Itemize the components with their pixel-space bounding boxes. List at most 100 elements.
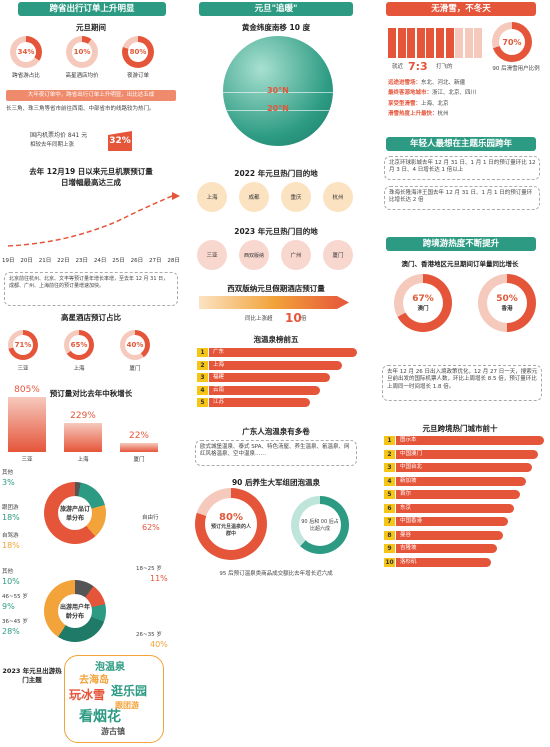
ring-shanghai-label: 上海: [73, 366, 85, 372]
dest2023-xiamen: 厦门: [323, 240, 353, 270]
date-tick: 24日: [93, 258, 107, 264]
rank-bar: 首尔: [396, 490, 521, 499]
airfare-price: 国内机票均价 841 元: [30, 132, 88, 139]
ratio-post: 打飞的: [436, 64, 453, 70]
rank-row: 1 广东: [197, 348, 357, 357]
airfare-title-2: 日增幅最高达三成: [61, 178, 121, 187]
ring-night-tour-pct: 80%: [128, 42, 148, 62]
donut1-drive-label: 自驾游: [2, 533, 19, 539]
top10-title: 元旦跨境热门城市前十: [422, 424, 498, 433]
rank-bar: 洛杉矶: [396, 557, 491, 567]
hotel-title: 高星酒店预订占比: [61, 313, 121, 322]
word-hotspring: 泡温泉: [95, 662, 125, 673]
ski-list-item: 滑雪热度上升最快：杭州: [388, 111, 449, 118]
rank-bar: 福建: [209, 373, 331, 382]
xsbn-unit: 倍: [301, 316, 307, 322]
ring-hotel-price-label: 高星酒店均价: [65, 73, 99, 79]
rank-number: 1: [197, 348, 208, 357]
ring-xiamen-pct: 40%: [125, 335, 145, 355]
donut1-free-label: 自由行: [142, 515, 159, 521]
ski-bars: [388, 22, 484, 60]
ski-ratio-bar: [436, 28, 444, 58]
ring-ski-90-pct: 70%: [499, 29, 525, 55]
rank-row: 4 新加坡: [384, 476, 544, 486]
macau-title: 澳门、香港地区元旦期间订单量同比增长: [401, 260, 519, 268]
donut2-36-pct: 28%: [2, 627, 20, 636]
donut2-other-label: 其他: [2, 569, 14, 575]
ring-macau: 67% 澳门: [394, 274, 452, 332]
date-tick: 19日: [2, 258, 15, 264]
rank-number: 5: [384, 490, 395, 499]
donut1-other-label: 其他: [2, 470, 14, 476]
ski-ratio-bar: [416, 28, 425, 58]
rank-number: 9: [384, 544, 395, 553]
donut2-18-label: 18~25 岁: [136, 566, 162, 572]
rank-number: 5: [197, 398, 208, 407]
post90-small: 90 后和 00 后占比超六成: [299, 504, 341, 546]
rank-bar: 中国澳门: [396, 449, 539, 459]
xsbn-title: 西双版纳元旦假期酒店预订量: [227, 284, 325, 293]
ski-ratio-bar: [455, 28, 464, 58]
ratio-pre: 就近: [392, 64, 404, 70]
globe: [223, 36, 333, 146]
growth-bar-label: 上海: [77, 457, 89, 463]
date-tick: 25日: [112, 258, 125, 264]
rank-row: 9 吉隆坡: [384, 544, 544, 553]
rank-row: 10 洛杉矶: [384, 557, 544, 567]
donut2-18-pct: 11%: [150, 574, 168, 583]
ski-ratio-bar: [445, 28, 454, 58]
banner-cross-province: 跨省出行订单上升明显: [18, 2, 166, 16]
donut-product: 旅游产品订单分布: [44, 482, 106, 544]
ring-hk: 50% 香港: [478, 274, 536, 332]
donut2-other-pct: 10%: [2, 577, 20, 586]
yuandan-title: 元旦期间: [76, 23, 106, 32]
date-tick: 22日: [57, 258, 70, 264]
gd-box: 欧式城堡温泉、泰式 SPA、特色汤屋、养生温泉、氡温泉、网红风格温泉、空中温泉……: [195, 440, 357, 466]
ski-ratio-bar: [426, 28, 435, 58]
lat-30: 30°N: [267, 86, 289, 95]
rank-number: 10: [384, 557, 395, 567]
donut2-26-label: 26~35 岁: [136, 632, 162, 638]
rank-bar: 曼谷: [396, 530, 503, 540]
ring-sanya-label: 三亚: [17, 366, 29, 372]
gd-text: 欧式城堡温泉、泰式 SPA、特色汤屋、养生温泉、氡温泉、网红风格温泉、空中温泉……: [200, 444, 350, 458]
rank-row: 4 云南: [197, 385, 357, 395]
donut2-36-label: 36~45 岁: [2, 619, 28, 625]
rank-bar: 中国台北: [396, 463, 533, 472]
rank-row: 2 上海: [197, 360, 357, 370]
young-box-1: 北京环球影城去年 12 月 31 日、1 月 1 日的预订量环比 12 月 3 …: [384, 156, 540, 180]
donut1-other-pct: 3%: [2, 478, 15, 487]
dest2022-shanghai: 上海: [197, 182, 227, 212]
lat-20: 20°N: [267, 104, 289, 113]
growth-title: 预订量对比去年中秋增长: [49, 389, 133, 398]
ring-post90-00: 90 后和 00 后占比超六成: [291, 496, 349, 554]
dest2023-xsbn: 西双版纳: [239, 240, 269, 270]
ring-shanghai-pct: 65%: [69, 335, 89, 355]
rank-row: 6 东京: [384, 503, 544, 513]
rank-number: 2: [197, 360, 208, 370]
xsbn-sub: 同比上涨超: [245, 316, 273, 322]
rank-bar: 图示本: [396, 436, 544, 445]
date-tick: 27日: [149, 258, 162, 264]
date-tick: 26日: [130, 258, 144, 264]
ratio: 7:3: [408, 60, 428, 73]
xsbn-arrow: [199, 296, 349, 309]
hotspring-title: 泡温泉榜前五: [253, 335, 299, 344]
rank-number: 3: [384, 463, 395, 472]
latitude-line-30: [223, 92, 333, 93]
ski-list: 远途进雪场：东北、河北、新疆 最终客源地城市：浙江、北京、四川 享受型滑雪：上海…: [388, 80, 544, 122]
ring-hk-label: 香港: [501, 306, 513, 312]
rank-number: 2: [384, 449, 395, 459]
plane-icon: [172, 192, 180, 200]
rank-row: 7 中国香港: [384, 517, 544, 526]
banner-cross: 跨境游热度不断提升: [386, 237, 536, 251]
growth-bar: [8, 397, 46, 452]
ring-ski-90-label: 90 后滑雪用户比例: [492, 66, 540, 72]
ring-sanya: 71%: [8, 330, 38, 360]
rank-bar: 东京: [396, 503, 515, 513]
rank-number: 7: [384, 517, 395, 526]
post95-text: 95 后预订温泉类商品成交额比去年增长近六成: [219, 571, 333, 577]
growth-bar-pct: 805%: [14, 385, 40, 395]
rank-bar: 上海: [209, 360, 343, 370]
dest2023-sanya: 三亚: [197, 240, 227, 270]
